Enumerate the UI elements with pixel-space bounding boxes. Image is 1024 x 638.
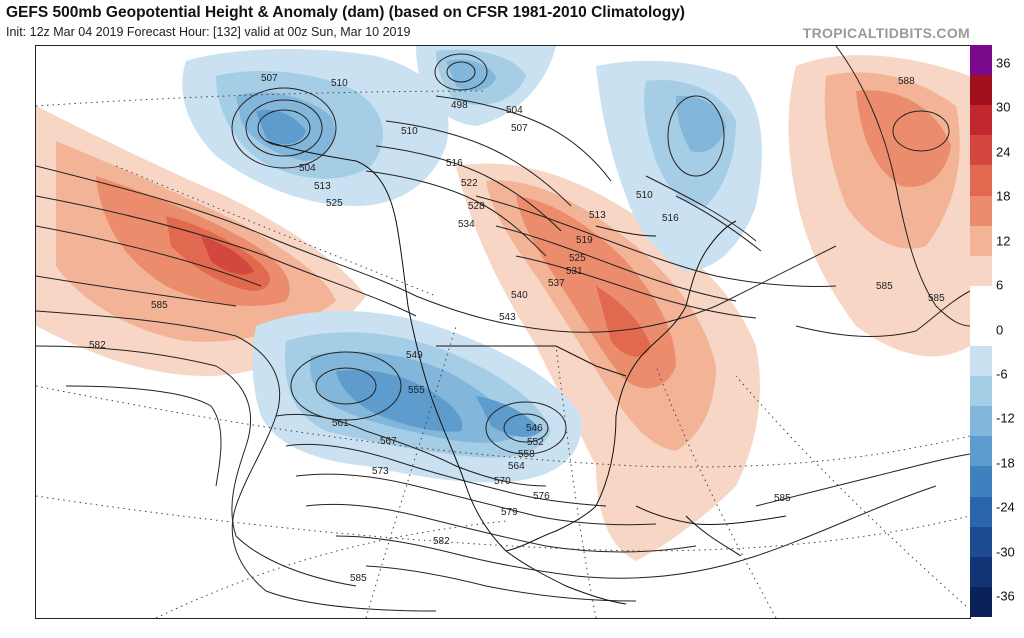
contour-label: 525	[569, 253, 586, 264]
colorbar-segment	[970, 315, 992, 347]
contour-label: 585	[876, 281, 893, 292]
contour-label: 513	[314, 181, 331, 192]
colorbar-tick-label: -30	[996, 544, 1015, 560]
contour-label: 555	[408, 385, 425, 396]
colorbar-tick-label: -24	[996, 499, 1015, 515]
colorbar-segment	[970, 526, 992, 558]
contour-label: 534	[458, 219, 475, 230]
map-subtitle: Init: 12z Mar 04 2019 Forecast Hour: [13…	[6, 25, 411, 39]
colorbar-tick-label: -6	[996, 366, 1008, 382]
contour-label: 507	[511, 123, 528, 134]
colorbar-tick-label: 0	[996, 322, 1004, 337]
contour-label: 585	[928, 293, 945, 304]
contour-label: 552	[527, 437, 544, 448]
map-canvas: 507 510 498 504 510 516 504 513 525 522 …	[36, 46, 970, 618]
colorbar-segment	[970, 135, 992, 166]
colorbar-tick-label: 36	[996, 55, 1011, 71]
colorbar-tick-label: 24	[996, 144, 1011, 160]
brand-watermark: TROPICALTIDBITS.COM	[802, 25, 970, 41]
colorbar-segment	[970, 406, 992, 437]
contour-label: 507	[261, 73, 278, 84]
colorbar-segment	[970, 105, 992, 136]
colorbar-tick-label: 12	[996, 233, 1011, 249]
contour-label: 558	[518, 449, 535, 460]
contour-label: 525	[326, 198, 343, 209]
contour-label: 510	[636, 190, 653, 201]
colorbar-segment	[970, 75, 992, 106]
negative-anomaly-shading	[182, 46, 762, 483]
colorbar-segment	[970, 556, 992, 588]
colorbar-tick-label: 6	[996, 277, 1004, 293]
height-contours	[36, 46, 970, 612]
contour-label: 582	[89, 340, 106, 351]
contour-label: 528	[468, 201, 485, 212]
contour-label: 516	[662, 213, 679, 224]
contour-label: 576	[533, 491, 550, 502]
contour-label: 585	[350, 573, 367, 584]
colorbar-tick-label: -12	[996, 410, 1015, 426]
colorbar-segment	[970, 165, 992, 196]
colorbar-tick-label: -36	[996, 588, 1015, 604]
contour-label: 543	[499, 312, 516, 323]
colorbar-segment	[970, 586, 992, 618]
map-title: GEFS 500mb Geopotential Height & Anomaly…	[6, 4, 685, 21]
contour-label: 585	[774, 493, 791, 504]
colorbar-segment	[970, 45, 992, 76]
graticule	[36, 90, 970, 618]
contour-label: 522	[461, 178, 478, 189]
contour-label: 513	[589, 210, 606, 221]
colorbar-segment	[970, 195, 992, 227]
contour-label: 561	[332, 418, 349, 429]
colorbar-segment	[970, 466, 992, 498]
coastlines	[265, 140, 787, 605]
contour-label: 504	[299, 163, 316, 174]
contour-label: 531	[566, 266, 583, 277]
contour-label: 570	[494, 476, 511, 487]
contour-label: 537	[548, 278, 565, 289]
colorbar-tick-label: 30	[996, 99, 1011, 115]
colorbar-tick-label: -18	[996, 455, 1015, 471]
map-panel: 507 510 498 504 510 516 504 513 525 522 …	[35, 45, 971, 619]
contour-label: 540	[511, 290, 528, 301]
contour-label: 585	[151, 300, 168, 311]
contour-label: 510	[401, 126, 418, 137]
contour-label: 579	[501, 507, 518, 518]
colorbar-segment	[970, 285, 992, 317]
contour-label: 504	[506, 105, 523, 116]
colorbar-segment	[970, 436, 992, 467]
contour-label: 498	[451, 100, 468, 111]
contour-label: 564	[508, 461, 525, 472]
contour-label: 516	[446, 158, 463, 169]
contour-label: 567	[380, 436, 397, 447]
contour-label: 588	[898, 76, 915, 87]
colorbar-tick-label: 18	[996, 188, 1011, 204]
colorbar-segment	[970, 255, 992, 287]
contour-label: 546	[526, 423, 543, 434]
contour-label: 582	[433, 536, 450, 547]
contour-label: 510	[331, 78, 348, 89]
colorbar-segment	[970, 346, 992, 377]
contour-labels: 507 510 498 504 510 516 504 513 525 522 …	[89, 73, 945, 584]
colorbar-segment	[970, 496, 992, 528]
colorbar-segment	[970, 376, 992, 407]
contour-label: 519	[576, 235, 593, 246]
contour-label: 549	[406, 350, 423, 361]
contour-label: 573	[372, 466, 389, 477]
colorbar-segment	[970, 225, 992, 257]
anomaly-colorbar	[970, 45, 992, 618]
